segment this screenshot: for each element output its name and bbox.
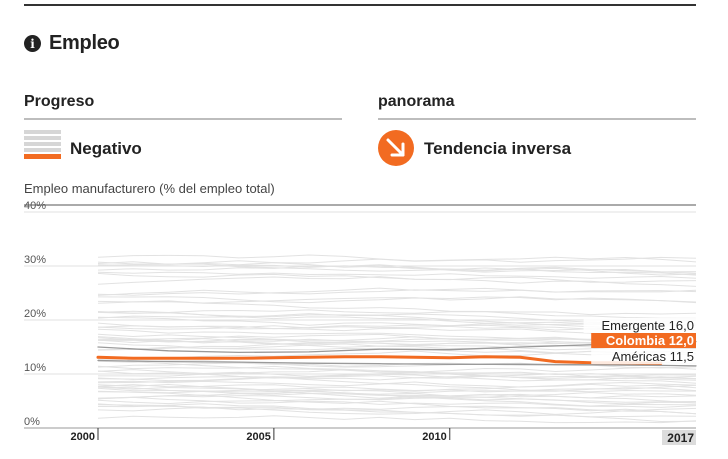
top-rule bbox=[24, 4, 696, 6]
background-line bbox=[97, 415, 697, 424]
background-line bbox=[97, 403, 697, 423]
background-line bbox=[97, 386, 697, 403]
background-line bbox=[97, 375, 697, 380]
series-label-bg bbox=[591, 333, 696, 348]
series-label-bg bbox=[591, 349, 696, 364]
axis-labels: 0% 10% 20% 30% 40% 2000 2005 2010 2017 bbox=[24, 200, 696, 445]
progress-rule bbox=[24, 118, 342, 120]
background-line bbox=[97, 369, 697, 379]
background-line bbox=[97, 394, 697, 415]
background-line bbox=[97, 309, 697, 319]
background-line bbox=[97, 271, 697, 279]
overview-rule bbox=[378, 118, 696, 120]
background-line bbox=[97, 254, 697, 263]
progress-bars-icon bbox=[24, 130, 61, 164]
background-line bbox=[97, 264, 697, 274]
overview-value: Tendencia inversa bbox=[424, 139, 572, 158]
background-line bbox=[97, 396, 697, 408]
chart-subtitle: Empleo manufacturero (% del empleo total… bbox=[24, 181, 275, 196]
header: i Empleo bbox=[24, 32, 120, 55]
x-tick-label: 2005 bbox=[246, 431, 270, 443]
background-line bbox=[97, 256, 697, 266]
background-line bbox=[97, 380, 697, 388]
background-line bbox=[97, 296, 697, 304]
series-label-emergente: Emergente 16,0 bbox=[601, 318, 694, 333]
series-line-américas bbox=[97, 359, 697, 367]
y-tick-label: 30% bbox=[24, 254, 46, 266]
page-title: Empleo bbox=[49, 32, 120, 54]
background-line bbox=[97, 395, 697, 405]
series-label-américas: Américas 11,5 bbox=[612, 349, 694, 364]
series-label-bg bbox=[583, 318, 696, 333]
arrow-down-right-icon bbox=[378, 130, 414, 166]
x-tick-label: 2017 bbox=[667, 431, 694, 445]
background-line bbox=[97, 296, 697, 304]
y-tick-label: 0% bbox=[24, 416, 40, 428]
background-line bbox=[97, 287, 697, 296]
background-line bbox=[97, 336, 697, 351]
series-label-colombia: Colombia 12,0 bbox=[606, 333, 694, 348]
overview-label: panorama bbox=[378, 93, 455, 110]
progress-value: Negativo bbox=[70, 139, 142, 158]
x-tick-highlight bbox=[662, 430, 696, 445]
y-tick-label: 10% bbox=[24, 362, 46, 374]
background-line bbox=[97, 386, 697, 407]
y-tick-label: 40% bbox=[24, 200, 46, 212]
background-line bbox=[97, 383, 697, 399]
background-line bbox=[97, 403, 697, 415]
progress-label: Progreso bbox=[24, 93, 95, 110]
background-line bbox=[97, 263, 697, 276]
x-tick-label: 2010 bbox=[422, 431, 446, 443]
series-line-colombia bbox=[96, 355, 663, 365]
background-line bbox=[97, 404, 697, 415]
background-line bbox=[97, 366, 697, 375]
background-line bbox=[97, 264, 697, 276]
background-line bbox=[97, 289, 697, 296]
background-line bbox=[97, 374, 697, 384]
background-line bbox=[97, 276, 697, 285]
y-tick-label: 20% bbox=[24, 308, 46, 320]
info-icon[interactable]: i bbox=[24, 35, 41, 52]
background-line bbox=[97, 391, 697, 405]
x-tick-label: 2000 bbox=[71, 431, 95, 443]
